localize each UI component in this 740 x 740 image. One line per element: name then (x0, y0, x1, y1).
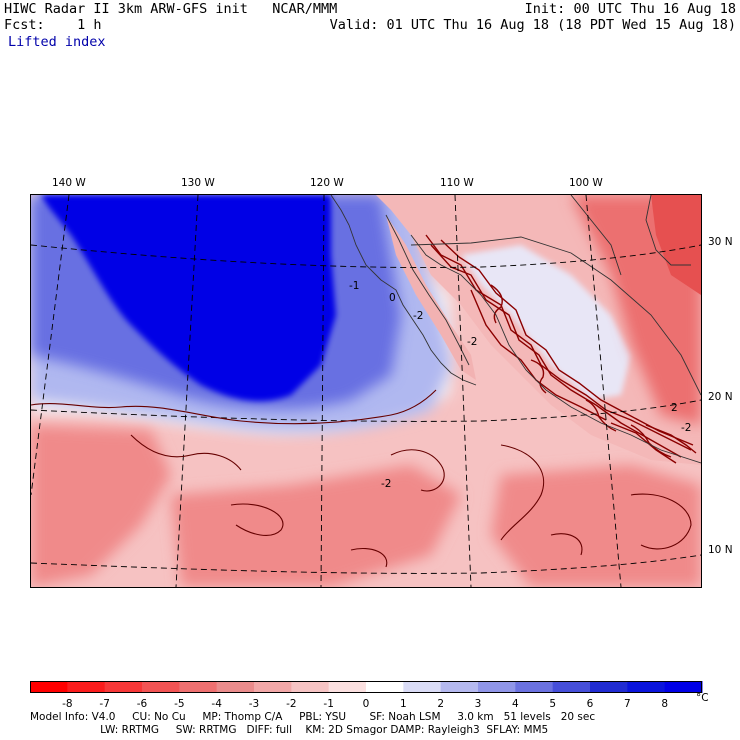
terrain-contours (425, 234, 697, 464)
contour-label: -2 (381, 478, 392, 490)
lifted-index-map: -1 0 -2 -2 2 -2 -2 (30, 194, 702, 588)
forecast-hour: Fcst: 1 h (4, 17, 102, 33)
colorbar-cell (216, 681, 255, 693)
li-contours (31, 389, 692, 568)
contour-label: -2 (681, 422, 692, 434)
contour-label: 2 (671, 402, 678, 414)
colorbar-tick-label: 7 (624, 698, 631, 710)
land-neutral-plateau (461, 245, 631, 400)
colorbar-tick-label: 4 (512, 698, 519, 710)
negative-patch-east (491, 465, 701, 587)
lon-label-110w: 110 W (440, 177, 474, 189)
colorbar-tick-label: -5 (174, 698, 184, 710)
colorbar-cell (366, 681, 404, 693)
colorbar-cell (67, 681, 106, 693)
lon-label-100w: 100 W (569, 177, 603, 189)
colorbar-cell (552, 681, 591, 693)
colorbar-border (30, 681, 702, 693)
colorbar-tick-label: -4 (211, 698, 222, 710)
colorbar-cell (254, 681, 292, 693)
valid-time: Valid: 01 UTC Thu 16 Aug 18 (18 PDT Wed … (329, 17, 736, 33)
colorbar-tick-label: 1 (400, 698, 407, 710)
colorbar-cell (291, 681, 330, 693)
negative-patch-south (171, 465, 461, 587)
colorbar: -8 -7 -6 -5 -4 -3 -2 -1 0 1 2 3 4 5 6 7 8 (30, 681, 703, 710)
model-info-line-1: Model Info: V4.0 CU: No Cu MP: Thomp C/A… (30, 711, 596, 723)
lon-label-120w: 120 W (310, 177, 344, 189)
lat-label-30n: 30 N (708, 236, 733, 248)
contour-label: -1 (349, 280, 360, 292)
colorbar-tick-label: -2 (286, 698, 296, 710)
lat-label-20n: 20 N (708, 391, 733, 403)
colorbar-tick-label: -6 (137, 698, 148, 710)
colorbar-cell (515, 681, 554, 693)
colorbar-tick-label: 3 (475, 698, 482, 710)
colorbar-cell (664, 681, 703, 693)
colorbar-tick-label: 0 (363, 698, 370, 710)
colorbar-cell (30, 681, 68, 693)
graticule (31, 195, 701, 587)
coastlines (330, 195, 701, 464)
contour-label: -2 (413, 310, 424, 322)
contour-label: -2 (467, 336, 478, 348)
lon-label-140w: 140 W (52, 177, 86, 189)
colorbar-tick-label: 8 (661, 698, 668, 710)
negative-patch-west (31, 425, 171, 587)
init-time: Init: 00 UTC Thu 16 Aug 18 (524, 1, 736, 17)
colorbar-cell (179, 681, 218, 693)
contour-label: 0 (389, 292, 396, 304)
colorbar-cell (104, 681, 143, 693)
colorbar-cell (403, 681, 442, 693)
colorbar-labels: -8 -7 -6 -5 -4 -3 -2 -1 0 1 2 3 4 5 6 7 8 (62, 698, 668, 710)
positive-core (41, 195, 336, 402)
colorbar-tick-label: -1 (323, 698, 333, 710)
colorbar-tick-label: -7 (99, 698, 109, 710)
colorbar-cells (30, 681, 703, 693)
colorbar-tick-label: 2 (437, 698, 444, 710)
lat-label-10n: 10 N (708, 544, 733, 556)
land-red-northeast (651, 195, 701, 295)
colorbar-tick-label: -8 (62, 698, 72, 710)
colorbar-cell (627, 681, 666, 693)
colorbar-tick-label: 6 (587, 698, 594, 710)
colorbar-cell (478, 681, 516, 693)
model-info-line-2: LW: RRTMG SW: RRTMG DIFF: full KM: 2D Sm… (30, 724, 549, 736)
plot-title: HIWC Radar II 3km ARW-GFS init NCAR/MMM (4, 1, 338, 17)
lon-label-130w: 130 W (181, 177, 215, 189)
colorbar-cell (440, 681, 479, 693)
colorbar-tick-label: 5 (549, 698, 556, 710)
field-name: Lifted index (8, 34, 106, 50)
colorbar-tick-label: -3 (249, 698, 259, 710)
colorbar-cell (590, 681, 628, 693)
colorbar-cell (328, 681, 367, 693)
colorbar-unit: °C (696, 692, 709, 704)
colorbar-cell (142, 681, 180, 693)
